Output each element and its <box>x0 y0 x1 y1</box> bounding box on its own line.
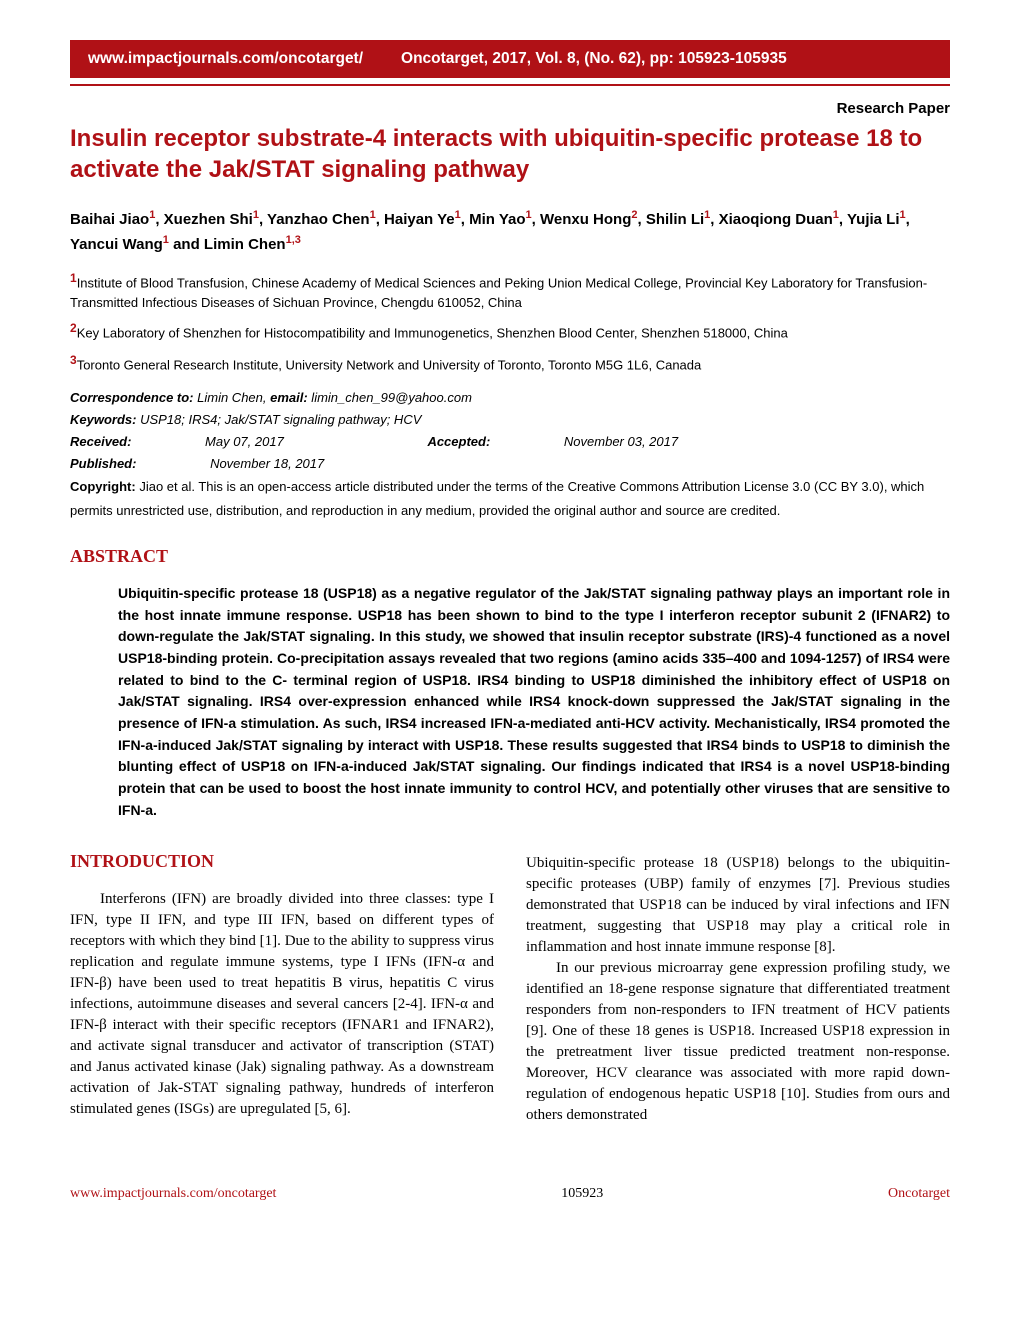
footer-journal: Oncotarget <box>888 1186 950 1202</box>
affiliation-row: 1Institute of Blood Transfusion, Chinese… <box>70 270 950 312</box>
header-citation: Oncotarget, 2017, Vol. 8, (No. 62), pp: … <box>401 50 932 68</box>
correspondence-name: Limin Chen, <box>194 390 271 405</box>
right-column: Ubiquitin-specific protease 18 (USP18) b… <box>526 831 950 1126</box>
intro-heading: INTRODUCTION <box>70 849 494 874</box>
accepted-date: November 03, 2017 <box>560 434 678 449</box>
correspondence-label: Correspondence to: <box>70 390 194 405</box>
affiliation-row: 2Key Laboratory of Shenzhen for Histocom… <box>70 320 950 343</box>
page-footer: www.impactjournals.com/oncotarget 105923… <box>70 1186 950 1202</box>
intro-para-1: Interferons (IFN) are broadly divided in… <box>70 889 494 1120</box>
header-rule <box>70 84 950 86</box>
correspondence-line: Correspondence to: Limin Chen, email: li… <box>70 387 950 409</box>
published-date: November 18, 2017 <box>206 456 324 471</box>
received-date: May 07, 2017 <box>201 434 283 449</box>
article-title: Insulin receptor substrate-4 interacts w… <box>70 123 950 185</box>
copyright-text: Jiao et al. This is an open-access artic… <box>70 479 924 517</box>
keywords-text: USP18; IRS4; Jak/STAT signaling pathway;… <box>136 412 421 427</box>
body-columns: INTRODUCTION Interferons (IFN) are broad… <box>70 831 950 1126</box>
meta-block: Correspondence to: Limin Chen, email: li… <box>70 387 950 522</box>
footer-page-number: 105923 <box>561 1186 603 1202</box>
published-label: Published: <box>70 456 136 471</box>
footer-url: www.impactjournals.com/oncotarget <box>70 1186 276 1202</box>
received-label: Received: <box>70 434 131 449</box>
intro-para-2: Ubiquitin-specific protease 18 (USP18) b… <box>526 853 950 958</box>
keywords-label: Keywords: <box>70 412 136 427</box>
dates-line: Received: May 07, 2017 Accepted: Novembe… <box>70 431 950 475</box>
copyright-line: Copyright: Jiao et al. This is an open-a… <box>70 475 950 522</box>
correspondence-email: limin_chen_99@yahoo.com <box>308 390 472 405</box>
copyright-label: Copyright: <box>70 479 136 494</box>
authors: Baihai Jiao1, Xuezhen Shi1, Yanzhao Chen… <box>70 207 950 256</box>
keywords-line: Keywords: USP18; IRS4; Jak/STAT signalin… <box>70 409 950 431</box>
intro-para-3: In our previous microarray gene expressi… <box>526 958 950 1126</box>
affiliation-row: 3Toronto General Research Institute, Uni… <box>70 352 950 375</box>
paper-type: Research Paper <box>70 100 950 117</box>
abstract-heading: ABSTRACT <box>70 546 950 567</box>
accepted-label: Accepted: <box>427 434 490 449</box>
email-label: email: <box>270 390 308 405</box>
abstract-text: Ubiquitin-specific protease 18 (USP18) a… <box>118 583 950 822</box>
page: www.impactjournals.com/oncotarget/ Oncot… <box>0 0 1020 1252</box>
left-column: INTRODUCTION Interferons (IFN) are broad… <box>70 831 494 1126</box>
affiliations: 1Institute of Blood Transfusion, Chinese… <box>70 270 950 374</box>
header-url: www.impactjournals.com/oncotarget/ <box>88 50 363 68</box>
header-bar: www.impactjournals.com/oncotarget/ Oncot… <box>70 40 950 78</box>
